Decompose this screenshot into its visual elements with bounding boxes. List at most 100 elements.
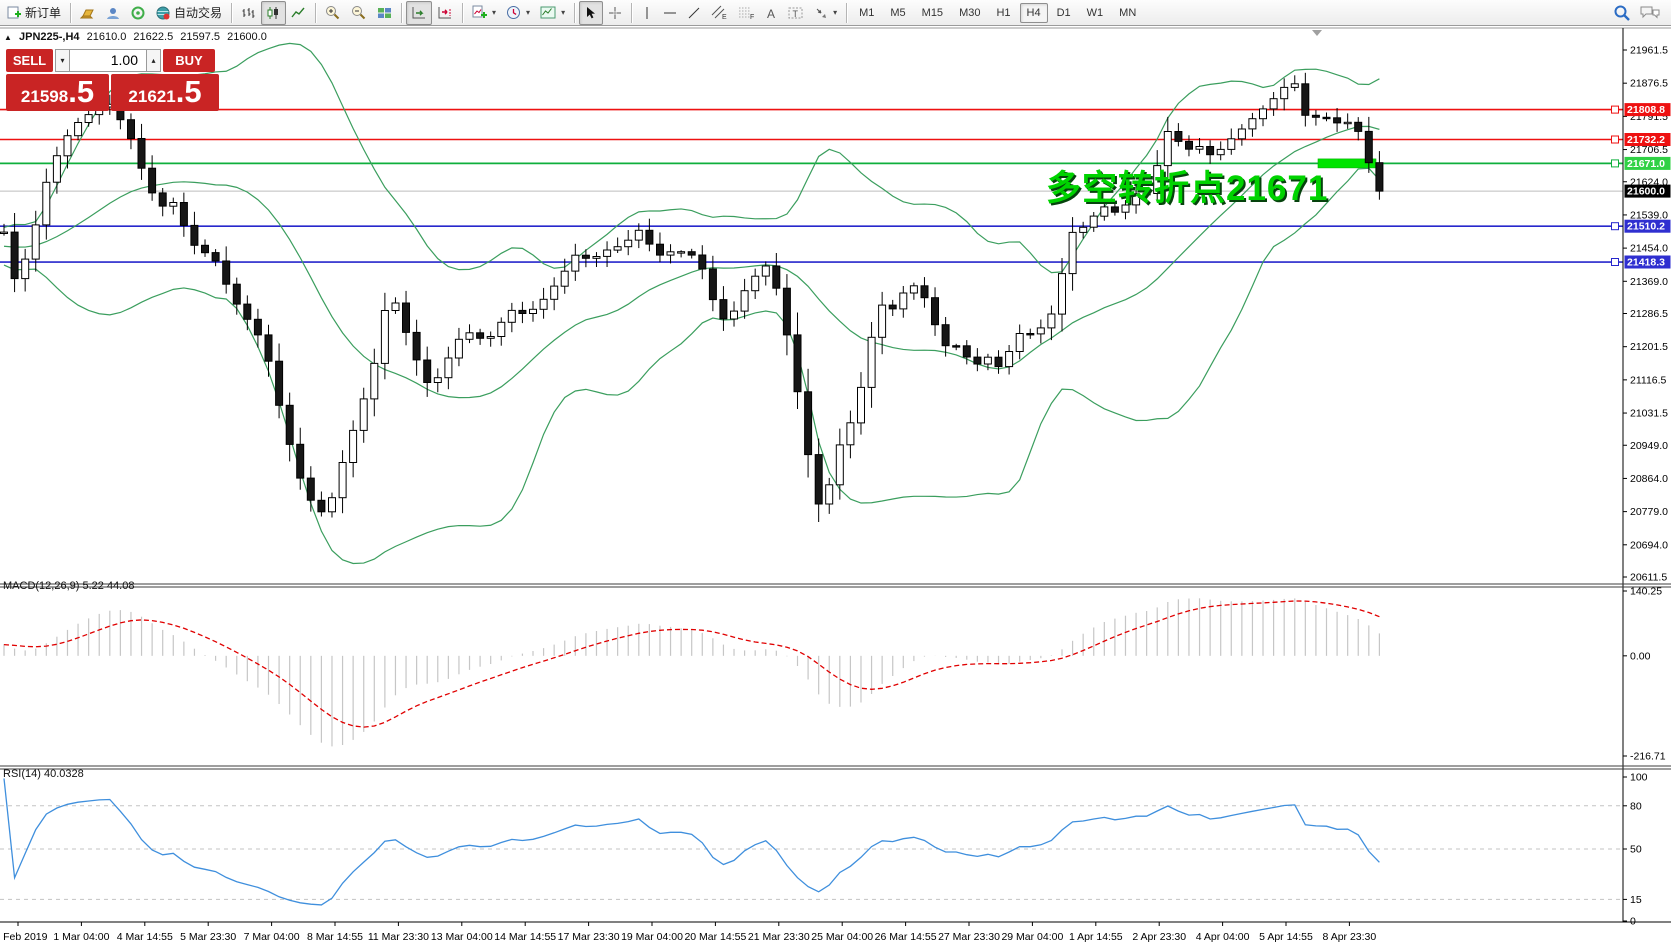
hline-handle[interactable] [1611, 105, 1619, 114]
sell-price[interactable]: 21598 .5 [6, 74, 109, 111]
candle-series [0, 72, 1384, 522]
cursor-button[interactable] [579, 0, 604, 25]
bollinger-lower [3, 167, 1380, 565]
auto-scroll-icon [412, 6, 426, 18]
hline-price-label: 21808.8 [1627, 104, 1665, 116]
buy-price[interactable]: 21621 .5 [111, 74, 219, 111]
hline-price-label: 21510.2 [1627, 221, 1665, 233]
time-tick-label: 29 Mar 04:00 [1001, 931, 1063, 943]
ohlc-open: 21610.0 [86, 31, 127, 43]
zoom-in-button[interactable] [320, 1, 346, 25]
price-tick-label: 20611.5 [1630, 572, 1667, 584]
tile-windows-button[interactable] [372, 1, 397, 25]
text-icon: A [767, 7, 775, 20]
hline-price-label: 21732.2 [1627, 134, 1665, 146]
price-tick-label: 21369.0 [1630, 276, 1668, 288]
hline-handle[interactable] [1611, 159, 1619, 168]
panel-frames [0, 27, 1671, 923]
buy-price-main: 21621 [128, 87, 176, 106]
sell-button[interactable]: SELL [6, 49, 53, 72]
chart-shift-button[interactable] [432, 1, 458, 25]
macd-signal-line [3, 600, 1380, 728]
autotrade-button[interactable]: 自动交易 [151, 1, 227, 25]
time-tick-label: 5 Apr 14:55 [1259, 931, 1313, 943]
timeframe-H1[interactable]: H1 [996, 6, 1011, 19]
line-chart-icon [291, 7, 305, 17]
chart-shift-marker [1312, 30, 1322, 36]
search-icon[interactable] [1613, 4, 1631, 22]
hline-handle[interactable] [1611, 135, 1619, 144]
hline-handle[interactable] [1611, 222, 1619, 231]
rsi-tick-label: 80 [1630, 800, 1642, 812]
periods-button[interactable]: ▾ [501, 1, 535, 25]
rsi-name: RSI(14) [3, 768, 41, 780]
price-tick-label: 21201.5 [1630, 341, 1668, 353]
signals-button[interactable] [126, 1, 151, 25]
zoom-out-button[interactable] [346, 1, 372, 25]
timeframe-MN[interactable]: MN [1119, 6, 1137, 19]
arrows-tool[interactable]: ▾ [809, 1, 842, 25]
sell-price-main: 21598 [20, 87, 69, 106]
indicators-button[interactable]: ▾ [467, 1, 501, 25]
chart-background [0, 28, 1671, 946]
time-tick-label: 8 Mar 14:55 [307, 931, 363, 943]
timeframe-M15[interactable]: M15 [921, 6, 944, 19]
candle-chart-icon [267, 6, 279, 19]
price-tick-label: 21031.5 [1630, 408, 1668, 420]
bollinger-bands [3, 42, 1380, 565]
macd-tick-label: 140.25 [1630, 586, 1662, 598]
indicators-caret-icon: ▾ [492, 8, 497, 17]
rsi-label: RSI(14) 40.0328 [3, 768, 84, 780]
timeframe-W1[interactable]: W1 [1086, 6, 1104, 19]
indicators-icon [472, 5, 488, 18]
chat-icon[interactable] [1639, 4, 1661, 21]
toolbar-separator [574, 2, 576, 23]
toolbar-separator [70, 2, 72, 23]
timeframe-M5[interactable]: M5 [890, 6, 906, 19]
equidistant-channel-tool[interactable]: E [706, 1, 733, 25]
horizontal-line-tool[interactable] [658, 1, 682, 25]
timeframe-M30[interactable]: M30 [959, 6, 981, 19]
timeframe-group: M1 M5 M15 M30 H1 H4 D1 W1 MN [851, 2, 1144, 23]
svg-text:F: F [750, 14, 754, 20]
gold-market-icon [80, 9, 94, 18]
crosshair-button[interactable] [603, 1, 627, 25]
text-label-tool[interactable]: T [783, 1, 809, 25]
volume-input[interactable]: 1.00 [70, 49, 146, 72]
volume-decrease-button[interactable]: ▾ [55, 49, 70, 72]
volume-increase-button[interactable]: ▴ [146, 49, 161, 72]
autotrade-icon [156, 6, 170, 19]
market-button[interactable] [75, 1, 101, 25]
timeframe-H4[interactable]: H4 [1019, 2, 1048, 23]
chart-annotation-text[interactable]: 多空转折点21671 [1046, 169, 1329, 208]
time-tick-label: 11 Mar 23:30 [368, 931, 429, 943]
horizontal-line-icon [664, 12, 677, 13]
macd-name: MACD(12,26,9) [3, 580, 80, 592]
bar-chart-button[interactable] [236, 1, 261, 25]
text-tool[interactable]: A [760, 1, 783, 25]
templates-caret-icon: ▾ [561, 8, 566, 17]
buy-button[interactable]: BUY [163, 49, 215, 72]
community-button[interactable] [101, 1, 126, 25]
trendline-tool[interactable] [682, 1, 706, 25]
macd-values: 5.22 44.08 [82, 580, 135, 592]
time-tick-label: 17 Mar 23:30 [558, 931, 620, 943]
vertical-line-tool[interactable] [636, 1, 658, 25]
timeframe-D1[interactable]: D1 [1056, 6, 1071, 19]
time-tick-label: 20 Mar 14:55 [684, 931, 746, 943]
timeframe-M1[interactable]: M1 [859, 6, 875, 19]
hline-handle[interactable] [1611, 258, 1619, 266]
new-order-button[interactable]: 新订单 [2, 1, 66, 25]
cursor-icon [587, 6, 596, 18]
auto-scroll-button[interactable] [406, 0, 433, 25]
templates-button[interactable]: ▾ [535, 1, 570, 25]
main-toolbar: 新订单 自动交易 [0, 0, 1671, 26]
hline-price-label: 21671.0 [1627, 158, 1665, 170]
time-tick-label: 26 Mar 14:55 [875, 931, 937, 943]
line-chart-button[interactable] [286, 1, 311, 25]
candle-chart-button[interactable] [261, 0, 287, 25]
fibonacci-tool[interactable]: F [733, 1, 760, 25]
rsi-levels [0, 805, 1623, 900]
toolbar-separator [401, 2, 403, 23]
